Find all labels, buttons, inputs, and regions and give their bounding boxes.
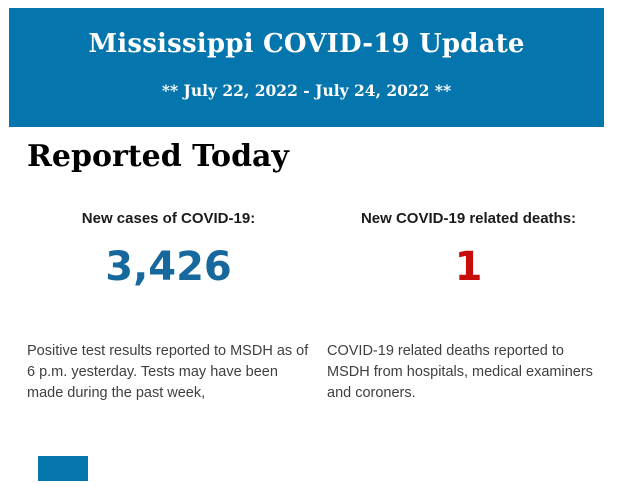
stat-values-row: 3,426 1 (27, 243, 610, 291)
new-cases-value: 3,426 (105, 244, 232, 290)
new-cases-label: New cases of COVID-19: (81, 210, 256, 227)
header-banner: Mississippi COVID-19 Update ** July 22, … (9, 8, 604, 127)
new-cases-description: Positive test results reported to MSDH a… (27, 343, 309, 401)
next-section-banner-peek (38, 456, 88, 481)
stat-descriptions-row: Positive test results reported to MSDH a… (27, 341, 610, 404)
stat-labels-row: New cases of COVID-19: New COVID-19 rela… (27, 210, 610, 228)
date-range: ** July 22, 2022 - July 24, 2022 ** (161, 81, 452, 100)
new-deaths-label: New COVID-19 related deaths: (360, 210, 577, 227)
section-title: Reported Today (27, 139, 289, 174)
page-title: Mississippi COVID-19 Update (88, 29, 525, 59)
new-deaths-value: 1 (454, 244, 483, 290)
new-deaths-description: COVID-19 related deaths reported to MSDH… (327, 343, 593, 401)
